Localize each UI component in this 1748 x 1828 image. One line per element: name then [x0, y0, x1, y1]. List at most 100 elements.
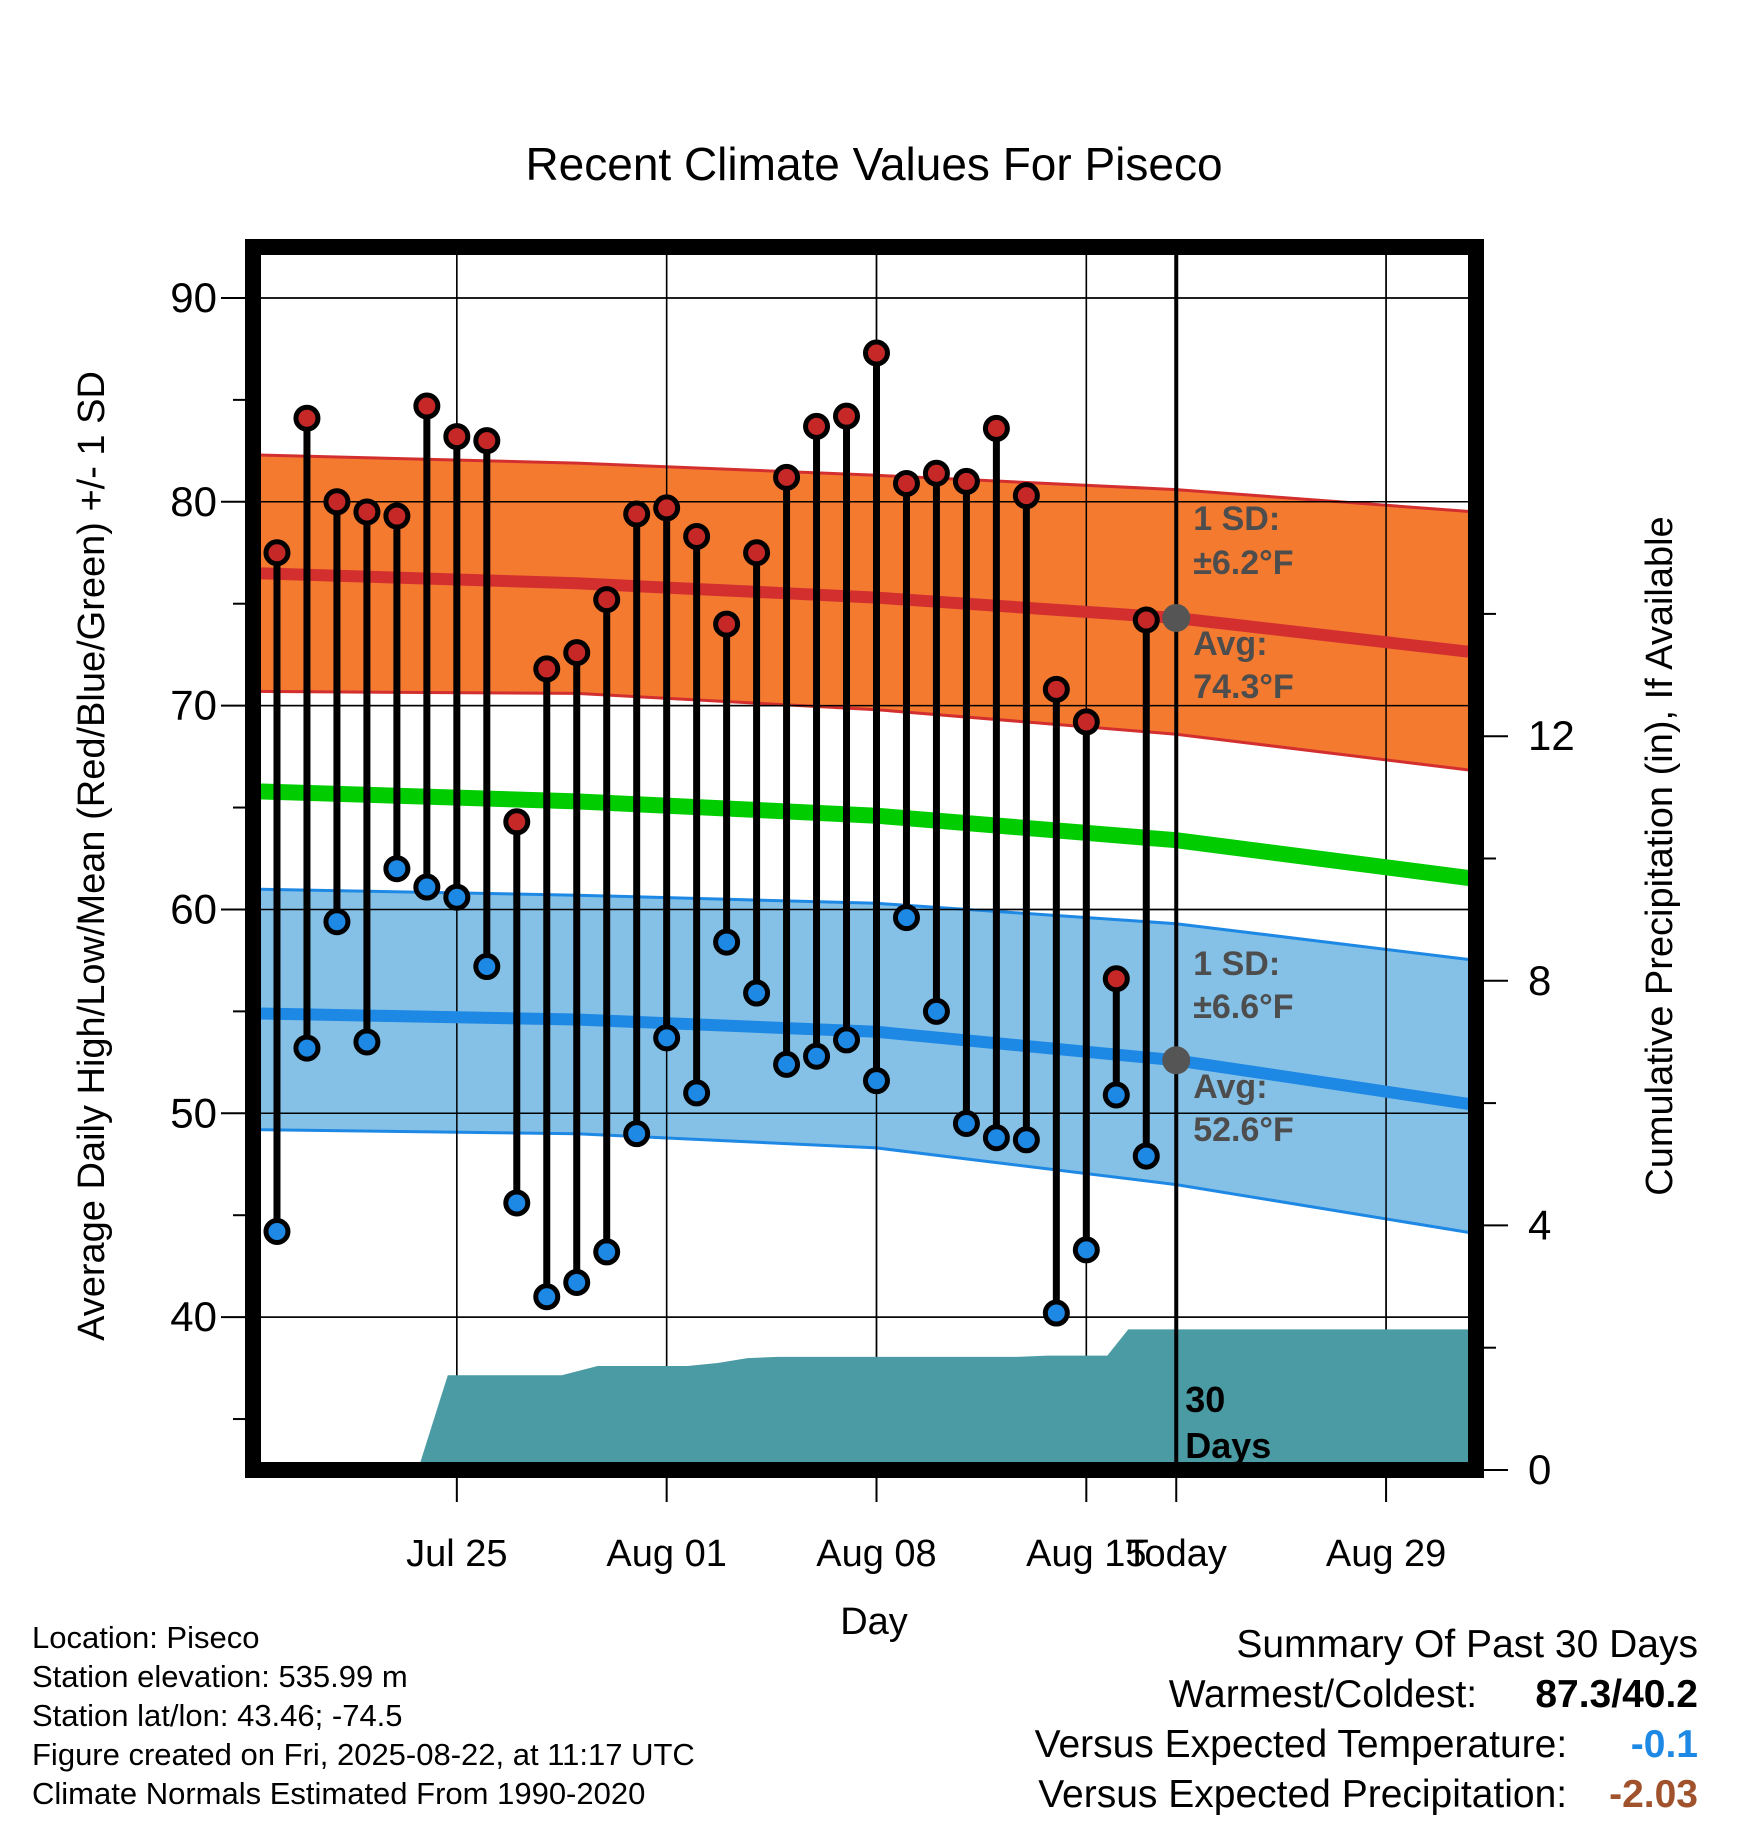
y-tick-label: 40	[170, 1293, 217, 1340]
x-tick-label: Jul 25	[406, 1533, 507, 1575]
today-low-normal-marker	[1162, 1046, 1191, 1075]
high-point	[922, 459, 950, 487]
high-point	[503, 808, 531, 836]
y2-tick-label: 0	[1528, 1446, 1551, 1493]
high-point	[833, 402, 861, 430]
temp-row: Versus Expected Temperature: -0.1	[1035, 1720, 1698, 1770]
low-point	[653, 1024, 681, 1052]
high-point	[323, 488, 351, 516]
high-point	[1012, 482, 1040, 510]
low-sd-band-fill	[253, 889, 1476, 1234]
high-point	[563, 639, 591, 667]
low-sd-value: ±6.6°F	[1193, 988, 1293, 1026]
normals-text: Climate Normals Estimated From 1990-2020	[32, 1776, 646, 1811]
x-tick-label: Aug 08	[816, 1533, 936, 1575]
high-point	[713, 610, 741, 638]
precip-row: Versus Expected Precipitation: -2.03	[1035, 1770, 1698, 1820]
high-point	[952, 467, 980, 495]
low-point	[563, 1268, 591, 1296]
low-point	[683, 1079, 711, 1107]
low-point	[593, 1238, 621, 1266]
high-point	[1102, 965, 1130, 993]
y-tick-label: 90	[170, 274, 217, 321]
low-point	[833, 1026, 861, 1054]
location-text: Location: Piseco	[32, 1620, 260, 1655]
high-point	[982, 414, 1010, 442]
precip-label: Versus Expected Precipitation:	[1038, 1773, 1568, 1816]
low-point	[1072, 1236, 1100, 1264]
high-point	[862, 339, 890, 367]
high-point	[533, 655, 561, 683]
x-tick-label: Aug 01	[606, 1533, 726, 1575]
y-tick-label: 50	[170, 1089, 217, 1136]
x-tick-label: Today	[1126, 1533, 1227, 1575]
y-axis-label: Average Daily High/Low/Mean (Red/Blue/Gr…	[71, 371, 113, 1341]
chart-title: Recent Climate Values For Piseco	[525, 138, 1222, 190]
low-point	[862, 1067, 890, 1095]
precip-days-number: 30	[1185, 1379, 1225, 1420]
low-point	[922, 997, 950, 1025]
low-point	[952, 1109, 980, 1137]
temp-value: -0.1	[1630, 1723, 1698, 1766]
high-sd-label: 1 SD:	[1193, 500, 1280, 538]
high-point	[892, 469, 920, 497]
high-point	[623, 500, 651, 528]
high-point	[353, 498, 381, 526]
low-point	[773, 1050, 801, 1078]
high-point	[743, 539, 771, 567]
low-point	[473, 953, 501, 981]
low-point	[1012, 1126, 1040, 1154]
x-tick-label: Aug 29	[1326, 1533, 1446, 1575]
high-point	[293, 404, 321, 432]
high-point	[473, 427, 501, 455]
mean-normal-line	[252, 783, 1478, 887]
high-point	[773, 463, 801, 491]
low-point	[323, 908, 351, 936]
low-point	[263, 1218, 291, 1246]
low-point	[353, 1028, 381, 1056]
low-point	[383, 855, 411, 883]
low-point	[803, 1042, 831, 1070]
y-tick-label: 60	[170, 885, 217, 932]
high-point	[1072, 708, 1100, 736]
high-point	[653, 494, 681, 522]
latlon-text: Station lat/lon: 43.46; -74.5	[32, 1698, 403, 1733]
high-point	[683, 522, 711, 550]
low-avg-value: 52.6°F	[1193, 1111, 1294, 1149]
summary-title: Summary Of Past 30 Days	[1236, 1623, 1698, 1666]
low-sd-label: 1 SD:	[1193, 945, 1280, 983]
y2-tick-label: 8	[1528, 957, 1551, 1004]
low-point	[503, 1189, 531, 1217]
low-point	[743, 979, 771, 1007]
precip-area	[393, 1329, 1476, 1470]
high-point	[803, 412, 831, 440]
warm-cold-row: Warmest/Coldest: 87.3/40.2	[1035, 1670, 1698, 1720]
station-info: Location: Piseco Station elevation: 535.…	[32, 1618, 695, 1813]
low-point	[1132, 1142, 1160, 1170]
low-point	[533, 1283, 561, 1311]
high-point	[443, 423, 471, 451]
summary-panel: Summary Of Past 30 Days Warmest/Coldest:…	[1035, 1620, 1698, 1820]
elevation-text: Station elevation: 535.99 m	[32, 1659, 408, 1694]
y2-tick-label: 12	[1528, 712, 1575, 759]
high-point	[263, 539, 291, 567]
plot-frame	[245, 239, 1484, 1478]
low-point	[713, 928, 741, 956]
high-avg-value: 74.3°F	[1193, 668, 1294, 706]
high-avg-label: Avg:	[1193, 625, 1267, 663]
low-point	[1042, 1299, 1070, 1327]
low-point	[982, 1124, 1010, 1152]
x-axis-label: Day	[840, 1601, 908, 1643]
plot-area: 1 SD: ±6.2°F Avg: 74.3°F 1 SD: ±6.6°F Avg: 52.6…	[170, 239, 1575, 1575]
x-tick-label: Aug 15	[1026, 1533, 1146, 1575]
created-text: Figure created on Fri, 2025-08-22, at 11…	[32, 1737, 695, 1772]
low-point	[443, 883, 471, 911]
low-point	[1102, 1081, 1130, 1109]
low-point	[623, 1120, 651, 1148]
y-tick-label: 70	[170, 682, 217, 729]
today-high-normal-marker	[1162, 603, 1191, 632]
high-point	[1132, 606, 1160, 634]
high-point	[1042, 675, 1070, 703]
high-point	[413, 392, 441, 420]
